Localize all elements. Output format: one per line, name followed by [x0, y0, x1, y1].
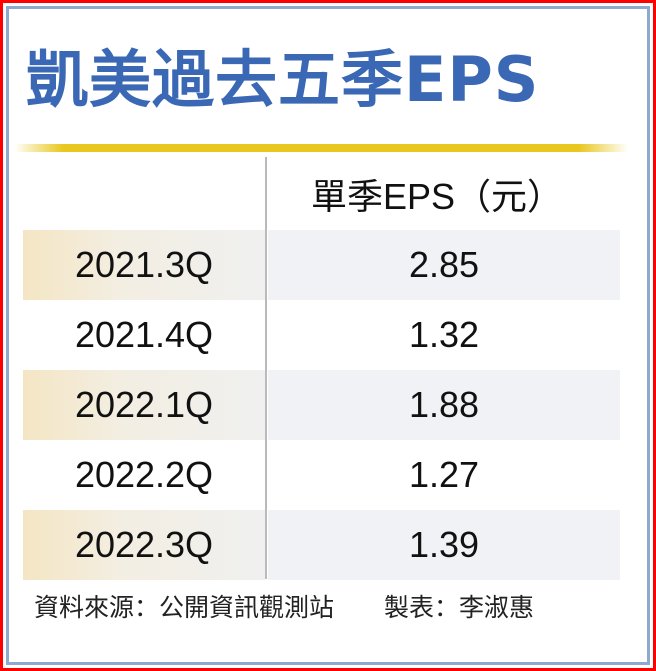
quarter-cell: 2022.3Q [23, 510, 265, 580]
eps-cell: 2.85 [268, 230, 620, 300]
title-underline-rule [14, 144, 628, 152]
table-row: 2021.4Q 1.32 [23, 300, 620, 370]
author-credit: 製表：李淑惠 [384, 593, 535, 622]
quarter-cell: 2022.2Q [74, 454, 214, 495]
table-row: 2022.3Q 1.39 [23, 510, 620, 580]
quarter-cell: 2022.1Q [23, 370, 265, 440]
table-row: 2022.1Q 1.88 [23, 370, 620, 440]
source-note: 資料來源：公開資訊觀測站 [34, 593, 335, 622]
quarter-cell: 2021.4Q [74, 314, 214, 355]
column-divider [265, 157, 267, 579]
eps-cell: 1.27 [408, 454, 480, 495]
eps-cell: 1.88 [268, 370, 620, 440]
eps-column-header: 單季EPS（元） [310, 176, 564, 217]
footer: 資料來源：公開資訊觀測站 製表：李淑惠 [34, 588, 534, 628]
eps-cell: 1.39 [268, 510, 620, 580]
table-row: 2021.3Q 2.85 [23, 230, 620, 300]
table-row: 2022.2Q 1.27 [23, 440, 620, 510]
quarter-cell: 2021.3Q [23, 230, 265, 300]
eps-cell: 1.32 [408, 314, 480, 355]
chart-title: 凱美過去五季EPS [26, 43, 540, 116]
